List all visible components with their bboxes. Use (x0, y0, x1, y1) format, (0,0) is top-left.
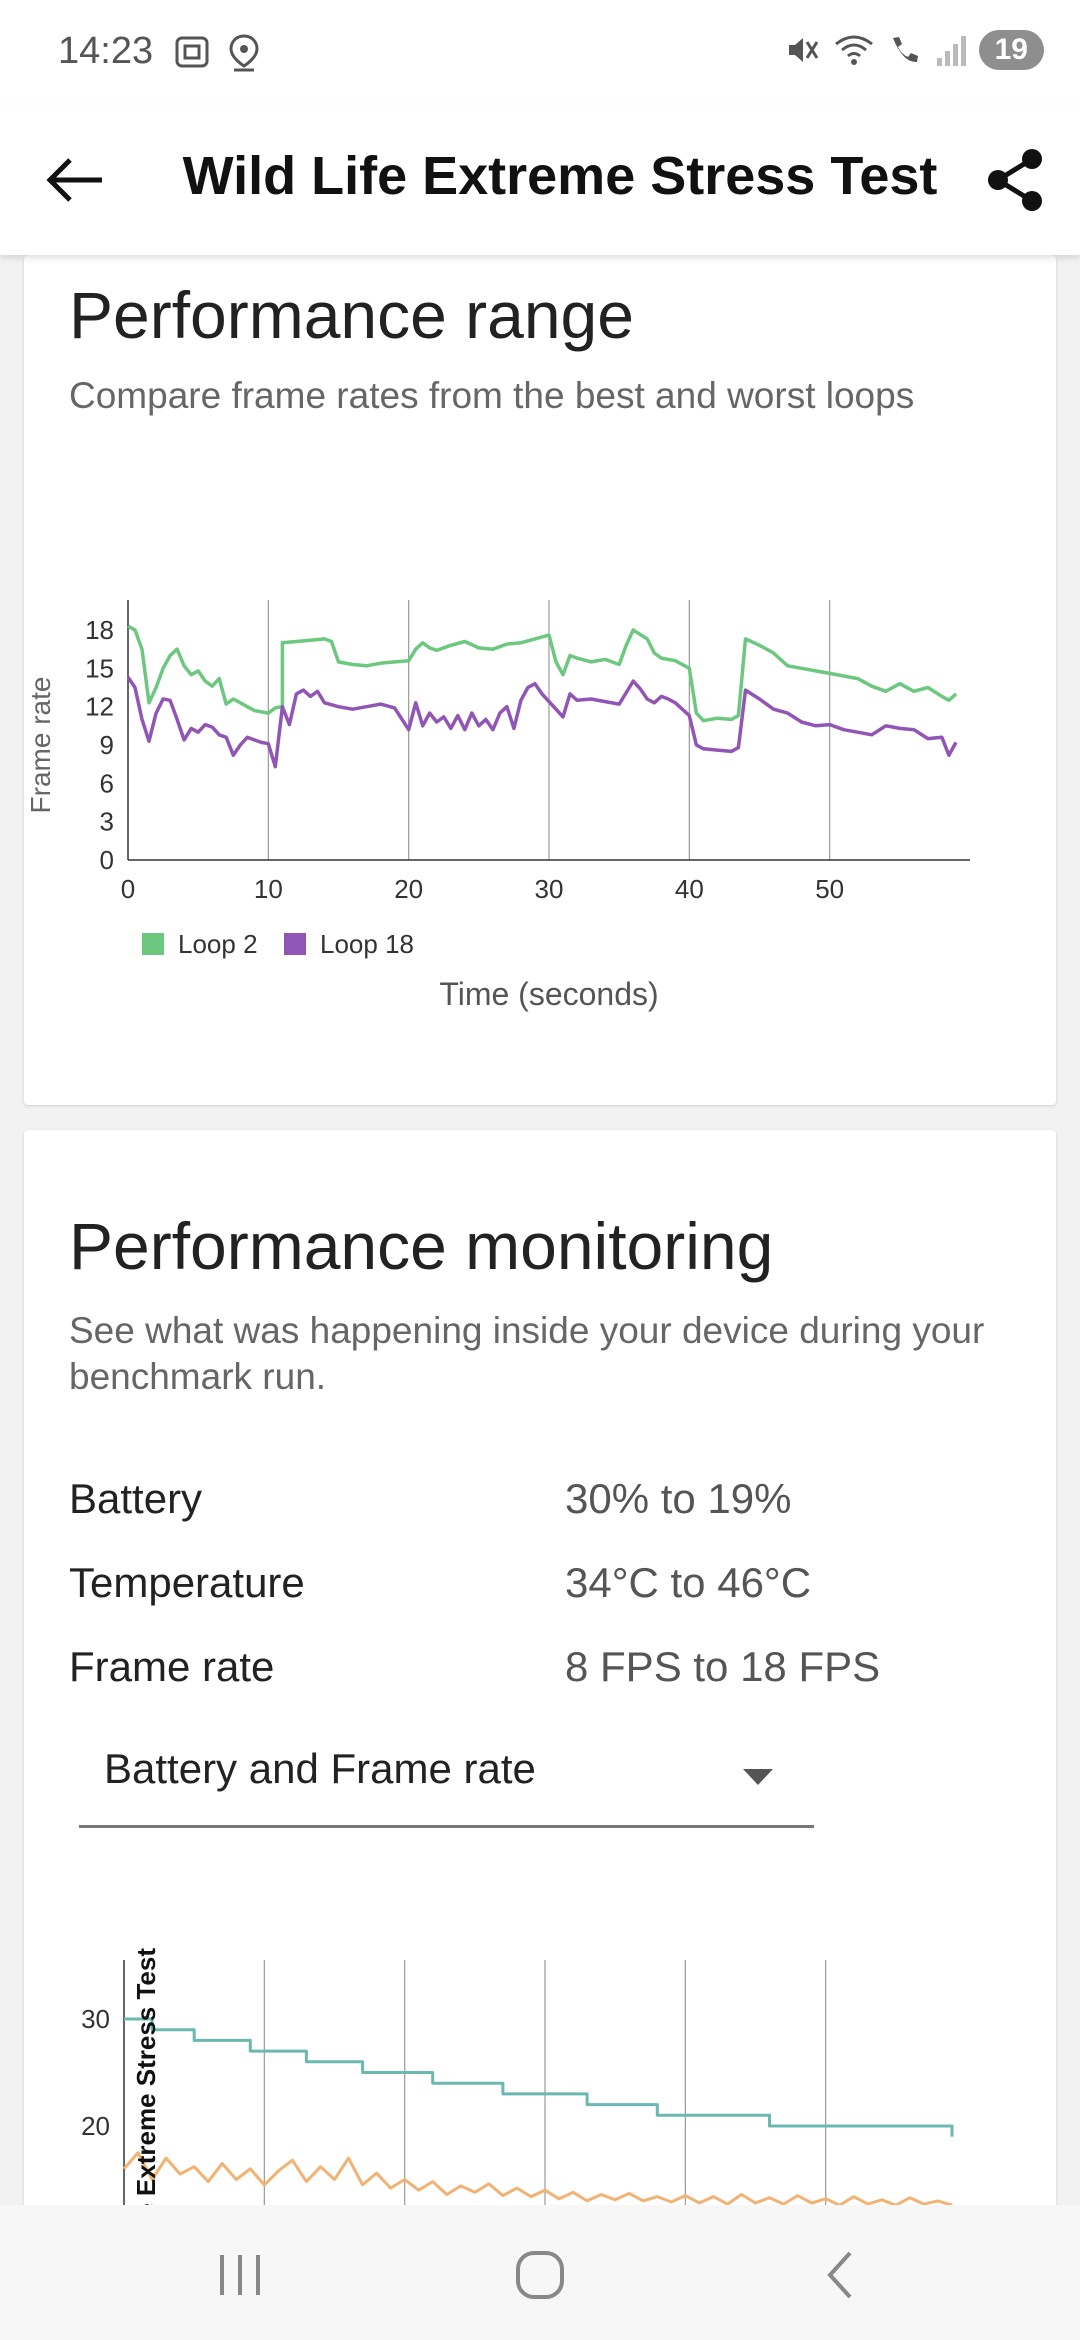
arrow-left-icon (46, 158, 102, 202)
status-right-icons: 19 (785, 30, 1044, 70)
back-button[interactable] (40, 150, 120, 210)
legend-label-2: Loop 18 (320, 929, 414, 959)
home-button[interactable] (500, 2240, 580, 2310)
metric-value: 34°C to 46°C (565, 1559, 812, 1606)
series-line-2 (126, 676, 958, 769)
x-axis-label: Time (seconds) (439, 976, 658, 1012)
status-time: 14:23 (58, 30, 154, 72)
system-back-button[interactable] (800, 2240, 880, 2310)
performance-range-card: Performance range Compare frame rates fr… (24, 255, 1056, 1105)
location-icon (229, 34, 259, 72)
series-line-2 (122, 2151, 953, 2207)
app-bar: Wild Life Extreme Stress Test (0, 105, 1080, 255)
status-left-icons (172, 32, 262, 72)
chart-type-dropdown[interactable]: Battery and Frame rate (79, 1705, 814, 1828)
y-tick-label: 20 (81, 2111, 110, 2141)
legend-swatch-2 (284, 933, 306, 955)
mute-icon (788, 38, 818, 62)
y-tick-label: 12 (85, 692, 114, 722)
frame-rate-chart: 0 10 20 30 40 50 0 3 6 9 12 15 18 Frame rate Loop 2 Loo… (25, 600, 970, 1012)
metric-label: Temperature (69, 1559, 305, 1606)
performance-monitoring-card: Performance monitoring See what was happ… (24, 1130, 1056, 2210)
x-tick-label: 10 (254, 874, 283, 904)
y-tick-label: 30 (81, 2004, 110, 2034)
series-line-1 (124, 2017, 954, 2137)
y-tick-label: 0 (100, 845, 114, 875)
y-tick-label: 18 (85, 615, 114, 645)
x-tick-label: 30 (535, 874, 564, 904)
back-icon (827, 2251, 852, 2299)
y-tick-label: 9 (100, 730, 114, 760)
chart-annotation: Wild Life Extreme Stress Test (131, 1948, 161, 2210)
x-tick-label: 50 (815, 874, 844, 904)
signal-icon (936, 36, 966, 66)
chevron-down-icon (743, 1769, 773, 1785)
legend-label-1: Loop 2 (178, 929, 258, 959)
y-tick-label: 3 (100, 807, 114, 837)
wifi-calling-icon (892, 37, 918, 63)
navigation-bar (0, 2205, 1080, 2340)
wifi-icon (834, 35, 873, 65)
metric-value: 30% to 19% (565, 1475, 792, 1522)
legend-swatch-1 (142, 933, 164, 955)
status-bar: 14:23 19 (0, 0, 1080, 105)
performance-range-title: Performance range (69, 278, 634, 352)
recent-apps-icon (220, 2255, 260, 2295)
y-tick-label: 6 (100, 768, 114, 798)
battery-frame-rate-chart: 30 20 Wild Life Extreme Stress Test (81, 1948, 954, 2210)
metric-label: Battery (69, 1475, 203, 1522)
share-icon (988, 149, 1042, 211)
x-tick-label: 0 (121, 874, 135, 904)
y-tick-label: 15 (85, 653, 114, 683)
metric-value: 8 FPS to 18 FPS (565, 1643, 881, 1690)
screenshot-icon (175, 36, 209, 68)
share-button[interactable] (980, 145, 1050, 215)
x-tick-label: 20 (394, 874, 423, 904)
performance-monitoring-subtitle: See what was happening inside your devic… (69, 1310, 985, 1397)
metric-label: Frame rate (69, 1643, 275, 1690)
x-tick-label: 40 (675, 874, 704, 904)
series-line-1 (127, 624, 958, 723)
performance-range-subtitle: Compare frame rates from the best and wo… (69, 375, 915, 416)
battery-indicator: 19 (978, 30, 1044, 70)
y-axis-label: Frame rate (25, 677, 56, 814)
home-icon (516, 2251, 564, 2299)
dropdown-selected-value: Battery and Frame rate (104, 1745, 536, 1792)
recent-apps-button[interactable] (200, 2240, 280, 2310)
page-title: Wild Life Extreme Stress Test (182, 146, 938, 206)
performance-monitoring-title: Performance monitoring (69, 1209, 774, 1283)
